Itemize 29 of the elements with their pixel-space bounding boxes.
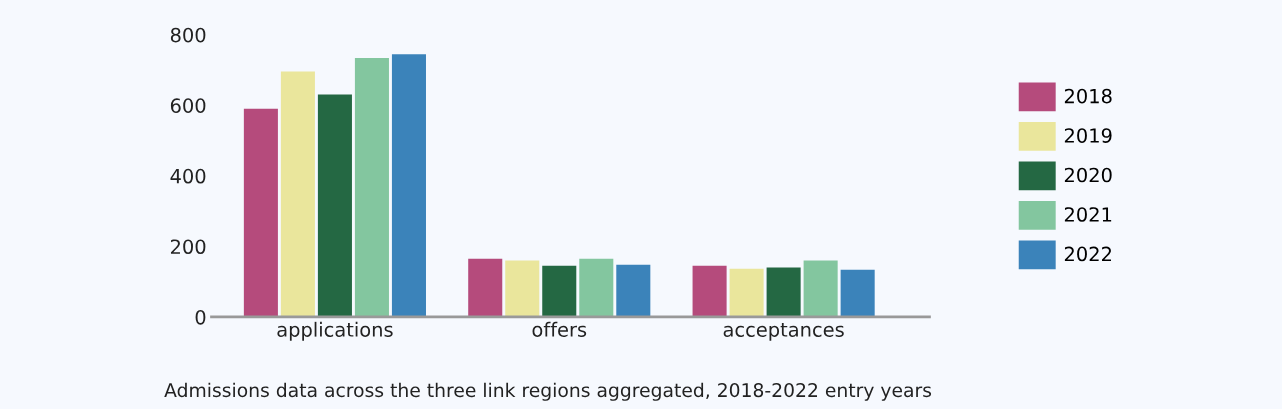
y-tick-label: 600 [170,98,206,113]
bar [729,268,764,317]
bar [280,71,315,317]
bar [840,269,875,317]
bar [542,265,577,317]
bar [505,260,540,317]
bar [317,94,352,317]
x-tick-label: acceptances [723,322,844,341]
bar [616,264,651,317]
bar [354,58,389,317]
text: Admissions data across the three link regions aggregated, 2018-2022 entry years [164,382,932,401]
x-tick-label: applications [277,321,393,341]
legend-label: 2021 [1064,207,1112,222]
bar [579,258,614,317]
bar [391,54,426,317]
legend-label: 2019 [1064,128,1112,143]
bar [803,260,838,317]
bar [468,258,503,317]
legend-label: 2018 [1064,88,1112,104]
bar [766,267,801,317]
y-tick-label: 0 [195,309,206,325]
y-tick-label: 400 [170,168,206,184]
bar [692,265,727,317]
y-tick-label: 200 [170,239,206,255]
x-tick-label: offers [532,321,587,337]
bar [243,108,278,317]
legend-label: 2022 [1064,246,1111,262]
y-tick-label: 800 [170,27,206,43]
legend-label: 2020 [1064,167,1112,183]
